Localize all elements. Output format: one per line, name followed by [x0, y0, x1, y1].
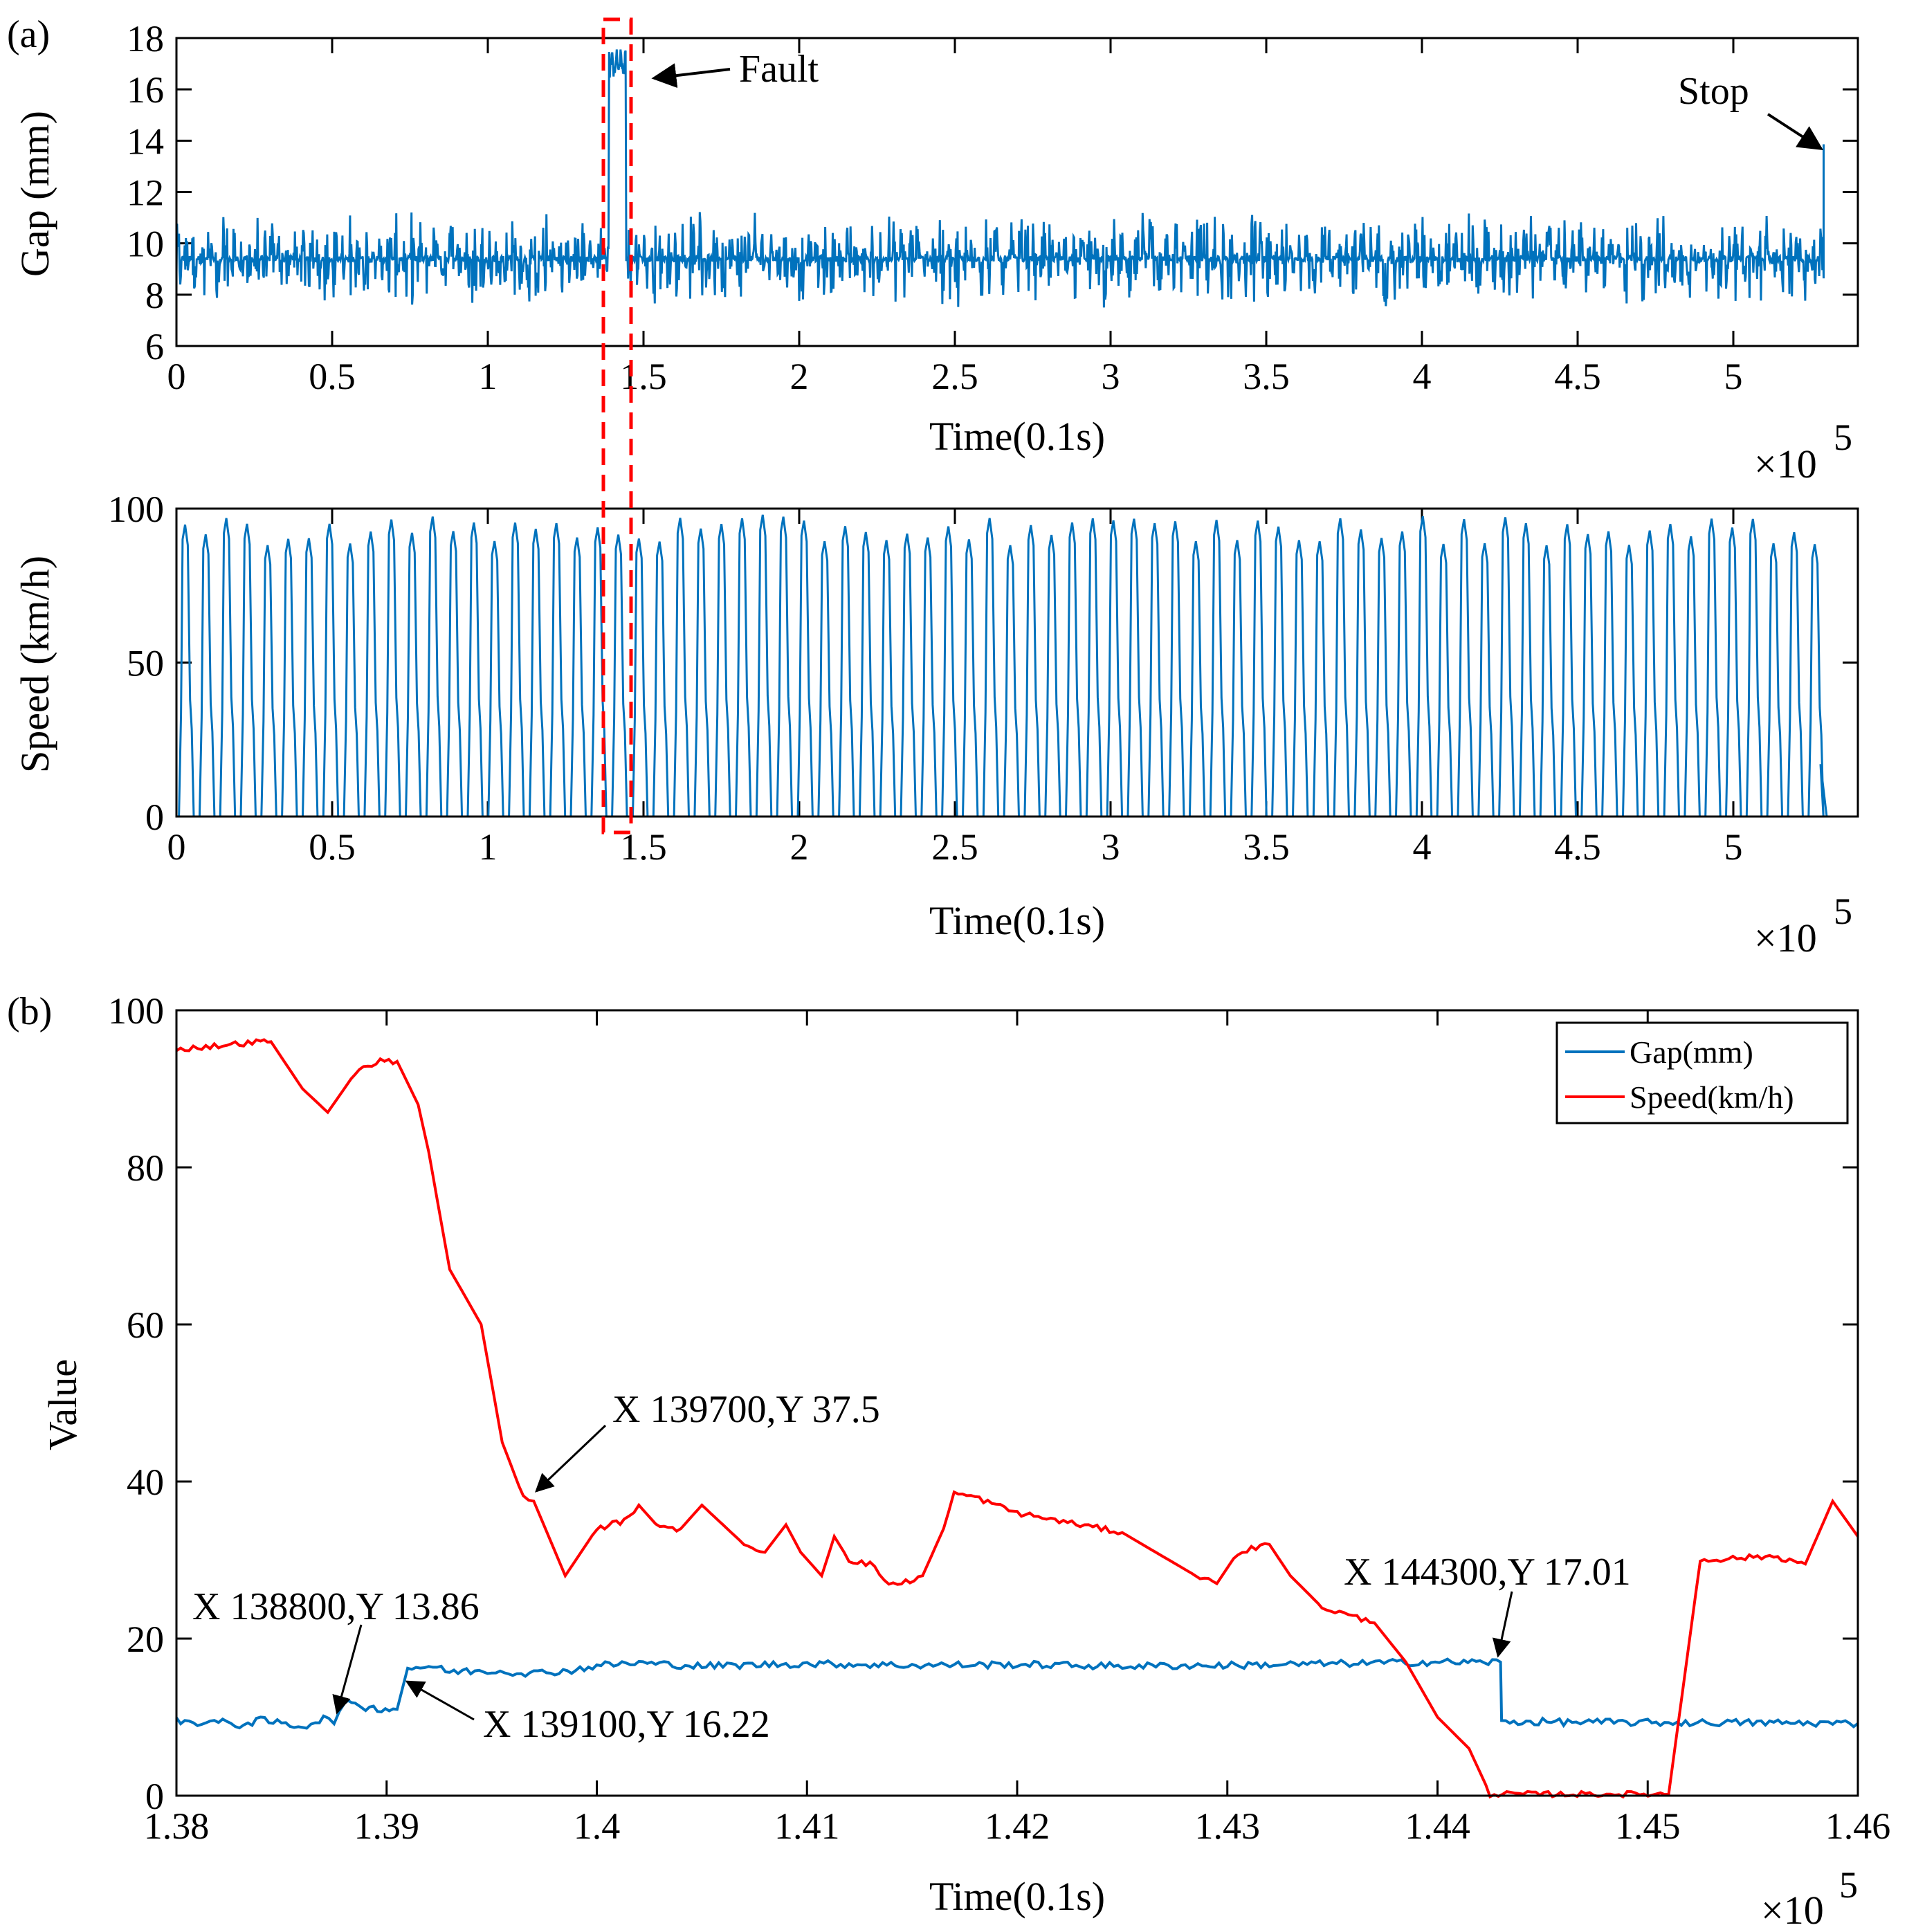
legend: Gap(mm) Speed(km/h) — [1555, 1021, 1849, 1124]
zoom-x-multiplier: ×10 — [1761, 1888, 1824, 1932]
gap-overview-xtick-label: 1.5 — [620, 356, 667, 397]
zoom-yticklabels: 0 20 40 60 80 100 — [108, 990, 164, 1817]
zoom-ylabel: Value — [40, 1359, 85, 1450]
speed-overview-xtick-label: 4.5 — [1554, 826, 1601, 868]
panel-label-b: (b) — [7, 990, 52, 1033]
stop-arrow — [1767, 113, 1824, 150]
gap-overview-xtick-label: 4.5 — [1554, 356, 1601, 397]
speed-overview-ytick-label: 50 — [127, 643, 164, 684]
gap-overview-ytick-label: 16 — [127, 69, 164, 111]
gap-overview-xtick-label: 1 — [479, 356, 498, 397]
gap-overview-ytick-label: 14 — [127, 120, 164, 162]
speed-overview-ylabel: Speed (km/h) — [12, 556, 57, 773]
zoom-xtick-label: 1.45 — [1615, 1805, 1681, 1847]
gap-overview-xlabel: Time(0.1s) — [929, 414, 1105, 459]
annotation-arrow-139100 — [405, 1680, 475, 1721]
speed-overview-xtick-label: 0.5 — [309, 826, 356, 868]
zoom-axes-frame — [175, 1009, 1859, 1797]
panel-label-a: (a) — [7, 13, 50, 56]
fault-highlight-box-top — [601, 17, 633, 835]
gap-overview-x-multiplier: ×10 — [1754, 441, 1817, 486]
zoom-xlabel: Time(0.1s) — [929, 1874, 1105, 1919]
annotation-144300: X 144300,Y 17.01 — [1344, 1551, 1631, 1594]
zoom-gap-series-line — [175, 1657, 1859, 1730]
zoom-xtick-label: 1.39 — [354, 1805, 420, 1847]
legend-gap-label: Gap(mm) — [1630, 1035, 1753, 1070]
legend-box — [1555, 1021, 1849, 1124]
zoom-ytick-label: 80 — [127, 1147, 164, 1189]
speed-overview-series-line — [176, 514, 1828, 818]
zoom-x-exponent: 5 — [1839, 1864, 1858, 1906]
speed-overview-xtick-label: 0 — [167, 826, 186, 868]
stop-annotation: Stop — [1678, 70, 1749, 113]
speed-overview-ytick-label: 100 — [108, 489, 164, 530]
speed-overview-xtick-label: 5 — [1724, 826, 1743, 868]
speed-overview-xtick-label: 3 — [1102, 826, 1120, 868]
legend-speed-label: Speed(km/h) — [1630, 1079, 1794, 1115]
annotation-arrow-139700 — [535, 1424, 607, 1493]
zoom-ytick-label: 40 — [127, 1461, 164, 1503]
zoom-xticklabels: 1.38 1.39 1.4 1.41 1.42 1.43 1.44 1.45 1.46 — [144, 1805, 1891, 1847]
zoom-speed-series-line — [175, 1038, 1859, 1799]
zoom-axes: 1.38 1.39 1.4 1.41 1.42 1.43 1.44 1.45 1.46 0 20 4… — [40, 990, 1890, 1932]
speed-overview-yticklabels: 0 50 100 — [108, 489, 164, 838]
gap-overview-xtick-label: 0.5 — [309, 356, 356, 397]
speed-overview-xtick-label: 2 — [790, 826, 809, 868]
speed-overview-x-exponent: 5 — [1834, 891, 1852, 932]
zoom-ticks — [175, 1009, 1859, 1797]
annotation-arrow-144300 — [1492, 1591, 1513, 1658]
zoom-ytick-label: 100 — [108, 990, 164, 1032]
gap-overview-ticks — [175, 37, 1858, 347]
zoom-xtick-label: 1.42 — [985, 1805, 1050, 1847]
speed-overview-axes-frame — [175, 507, 1859, 818]
gap-overview-xticklabels: 0 0.5 1 1.5 2 2.5 3 3.5 4 4.5 5 — [167, 356, 1743, 397]
zoom-xtick-label: 1.46 — [1825, 1805, 1891, 1847]
annotation-138800: X 138800,Y 13.86 — [192, 1585, 480, 1628]
annotation-arrow-138800 — [332, 1624, 363, 1715]
speed-overview-xticklabels: 0 0.5 1 1.5 2 2.5 3 3.5 4 4.5 5 — [167, 826, 1743, 868]
gap-overview-xtick-label: 3 — [1102, 356, 1120, 397]
gap-overview-ytick-label: 10 — [127, 224, 164, 265]
gap-overview-xtick-label: 4 — [1413, 356, 1432, 397]
gap-overview-xtick-label: 2 — [790, 356, 809, 397]
speed-overview-xtick-label: 3.5 — [1243, 826, 1290, 868]
gap-overview-xtick-label: 2.5 — [931, 356, 978, 397]
zoom-ytick-label: 60 — [127, 1304, 164, 1346]
gap-overview-x-exponent: 5 — [1834, 417, 1852, 458]
speed-overview-ytick-label: 0 — [145, 796, 164, 838]
gap-overview-xtick-label: 3.5 — [1243, 356, 1290, 397]
annotation-139100: X 139100,Y 16.22 — [483, 1703, 770, 1746]
speed-overview-xtick-label: 4 — [1413, 826, 1432, 868]
speed-overview-x-multiplier: ×10 — [1754, 915, 1817, 960]
gap-overview-series-line — [175, 49, 1825, 308]
zoom-xtick-label: 1.41 — [774, 1805, 840, 1847]
speed-overview-xtick-label: 1 — [479, 826, 498, 868]
gap-overview-ytick-label: 6 — [145, 326, 164, 367]
zoom-xtick-label: 1.43 — [1195, 1805, 1261, 1847]
gap-overview-yticklabels: 6 8 10 12 14 16 18 — [127, 18, 164, 367]
gap-overview-ytick-label: 18 — [127, 18, 164, 60]
zoom-ytick-label: 0 — [145, 1776, 164, 1817]
zoom-ytick-label: 20 — [127, 1619, 164, 1660]
gap-overview-xtick-label: 5 — [1724, 356, 1743, 397]
gap-overview-axes: 0 0.5 1 1.5 2 2.5 3 3.5 4 4.5 5 6 8 10 12 14 16 18 Time(… — [12, 18, 1859, 486]
zoom-xtick-label: 1.4 — [574, 1805, 621, 1847]
gap-overview-xtick-label: 0 — [167, 356, 186, 397]
zoom-xtick-label: 1.38 — [144, 1805, 210, 1847]
fault-arrow — [651, 63, 731, 89]
gap-overview-ytick-label: 8 — [145, 275, 164, 316]
gap-overview-ylabel: Gap (mm) — [12, 111, 57, 277]
speed-overview-xlabel: Time(0.1s) — [929, 898, 1105, 943]
annotation-139700: X 139700,Y 37.5 — [612, 1388, 880, 1431]
fault-annotation: Fault — [739, 48, 819, 91]
gap-overview-ytick-label: 12 — [127, 172, 164, 214]
gap-overview-axes-frame — [175, 37, 1859, 347]
speed-overview-xtick-label: 2.5 — [931, 826, 978, 868]
zoom-xtick-label: 1.44 — [1405, 1805, 1470, 1847]
